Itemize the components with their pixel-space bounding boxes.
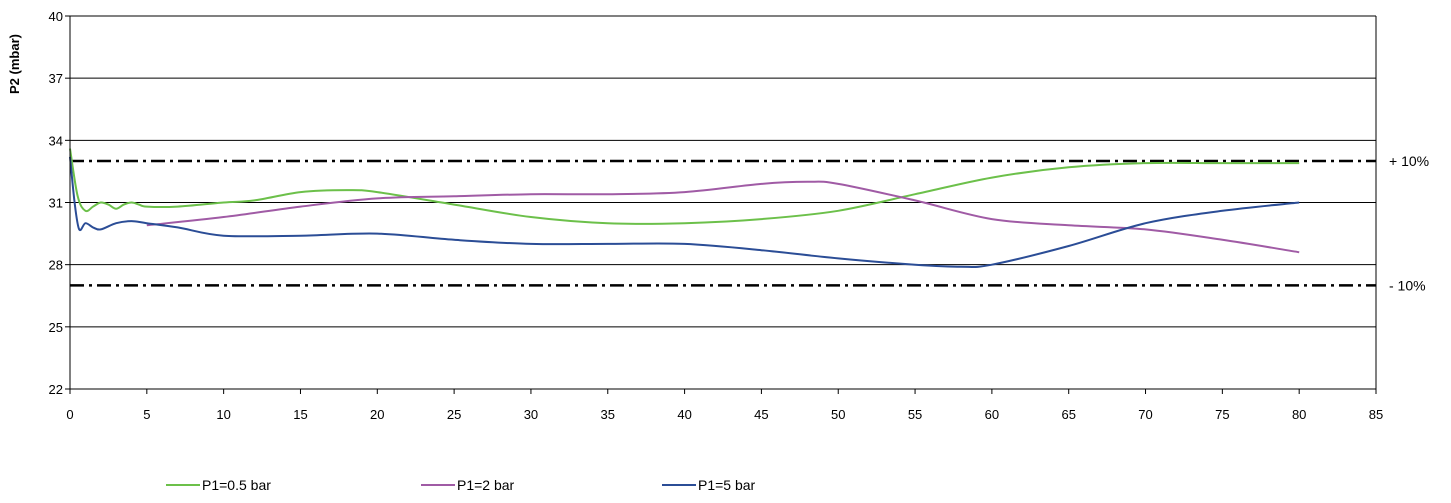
series-line	[69, 148, 1300, 225]
reference-line-label: + 10%	[1389, 153, 1429, 169]
x-tick-label: 35	[601, 407, 615, 422]
gridlines	[70, 15, 1376, 390]
y-tick-label: 22	[49, 382, 63, 397]
x-tick-label: 30	[524, 407, 538, 422]
x-tick-label: 75	[1215, 407, 1229, 422]
x-tick-label: 25	[447, 407, 461, 422]
reference-line-label: - 10%	[1389, 277, 1426, 293]
legend-label: P1=2 bar	[457, 477, 515, 493]
x-tick-label: 15	[293, 407, 307, 422]
axes	[65, 15, 1377, 394]
series-lines	[69, 148, 1300, 268]
legend-label: P1=5 bar	[698, 477, 756, 493]
axis-labels: 22 25 28 31 34 37 40 0 5 10 15 20 25 30 35 40 45 50 55 60 65…	[7, 9, 1429, 422]
x-tick-label: 80	[1292, 407, 1306, 422]
y-axis-label: P2 (mbar)	[7, 34, 22, 94]
x-tick-label: 0	[66, 407, 73, 422]
x-tick-label: 45	[754, 407, 768, 422]
x-tick-label: 60	[985, 407, 999, 422]
x-tick-label: 70	[1138, 407, 1152, 422]
y-tick-label: 37	[49, 71, 63, 86]
x-tick-label: 50	[831, 407, 845, 422]
y-tick-label: 34	[49, 133, 63, 148]
y-tick-label: 31	[49, 196, 63, 211]
y-tick-label: 25	[49, 320, 63, 335]
x-tick-label: 5	[143, 407, 150, 422]
reference-lines	[70, 159, 1376, 287]
legend: P1=0.5 bar P1=2 bar P1=5 bar	[166, 477, 756, 493]
series-line	[69, 156, 1300, 268]
x-tick-label: 65	[1061, 407, 1075, 422]
x-tick-label: 55	[908, 407, 922, 422]
x-tick-label: 10	[216, 407, 230, 422]
y-tick-label: 28	[49, 258, 63, 273]
series-line	[146, 180, 1300, 254]
x-tick-label: 85	[1369, 407, 1383, 422]
y-tick-label: 40	[49, 9, 63, 24]
x-tick-label: 20	[370, 407, 384, 422]
x-tick-label: 40	[677, 407, 691, 422]
legend-label: P1=0.5 bar	[202, 477, 271, 493]
